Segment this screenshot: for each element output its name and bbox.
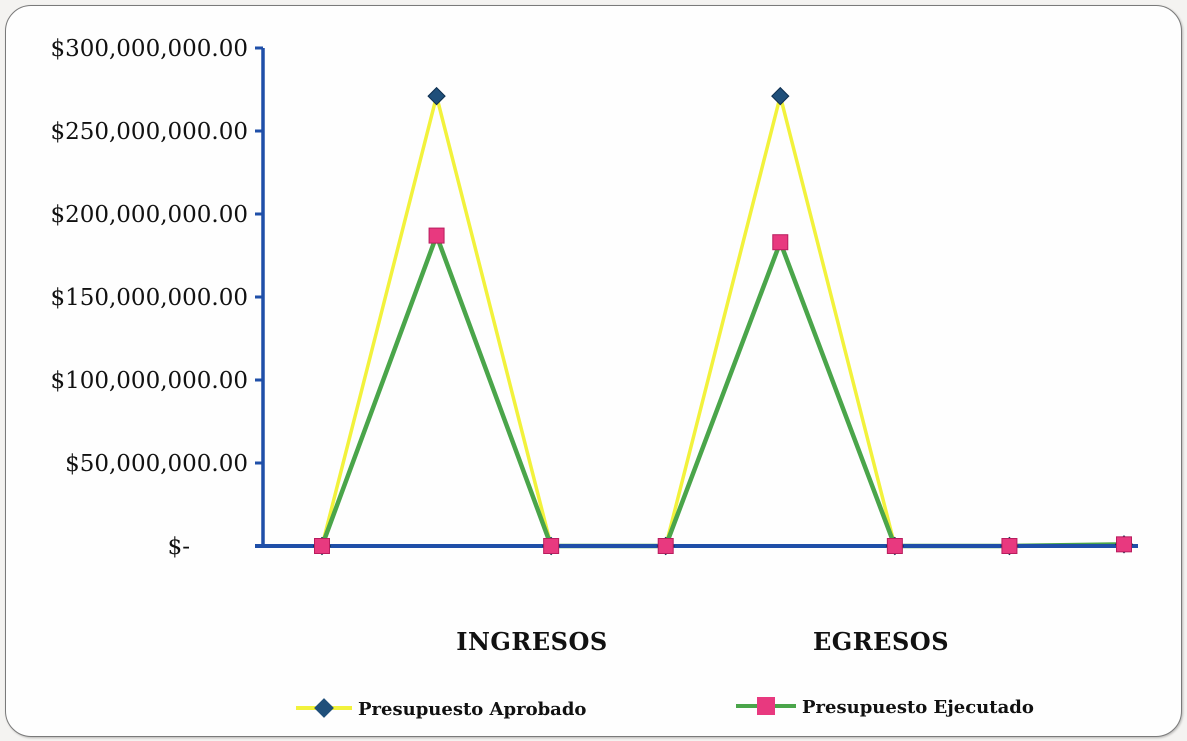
data-point-aprobado: [771, 86, 790, 106]
y-tick-label: $-: [168, 534, 190, 560]
data-point-ejecutado: [428, 227, 445, 244]
data-point-ejecutado: [543, 538, 560, 554]
legend-label-aprobado: Presupuesto Aprobado: [358, 699, 586, 720]
y-tick-label: $200,000,000.00: [50, 202, 248, 228]
data-point-ejecutado: [886, 538, 903, 554]
category-label-ingresos: INGRESOS: [456, 627, 607, 656]
legend-marker-aprobado: [314, 698, 334, 718]
series-line-ejecutado: [319, 229, 1125, 549]
legend-item-ejecutado: Presupuesto Ejecutado: [736, 697, 1034, 718]
y-tick-label: $50,000,000.00: [65, 451, 248, 477]
y-tick-label: $100,000,000.00: [50, 368, 248, 394]
legend: Presupuesto Aprobado Presupuesto Ejecuta…: [296, 697, 1034, 720]
category-label-egresos: EGRESOS: [813, 627, 949, 656]
y-axis-ticks: $300,000,000.00 $250,000,000.00 $200,000,0…: [50, 36, 263, 560]
legend-marker-ejecutado: [757, 697, 775, 715]
series-markers: [312, 86, 1134, 556]
legend-item-aprobado: Presupuesto Aprobado: [296, 698, 586, 720]
y-tick-label: $300,000,000.00: [50, 36, 248, 62]
y-tick-label: $250,000,000.00: [50, 119, 248, 145]
data-point-ejecutado: [1001, 538, 1018, 554]
series-lines: [319, 95, 1125, 549]
category-labels: INGRESOS EGRESOS: [456, 627, 949, 656]
legend-label-ejecutado: Presupuesto Ejecutado: [802, 697, 1034, 718]
chart-card: [5, 5, 1182, 737]
data-point-ejecutado: [657, 538, 674, 554]
axes: [255, 48, 1138, 548]
data-point-aprobado: [427, 86, 446, 106]
y-tick-label: $150,000,000.00: [50, 285, 248, 311]
data-point-ejecutado: [314, 538, 330, 554]
series-line-aprobado: [320, 95, 1125, 548]
data-point-ejecutado: [772, 234, 789, 251]
data-point-ejecutado: [1116, 536, 1132, 553]
